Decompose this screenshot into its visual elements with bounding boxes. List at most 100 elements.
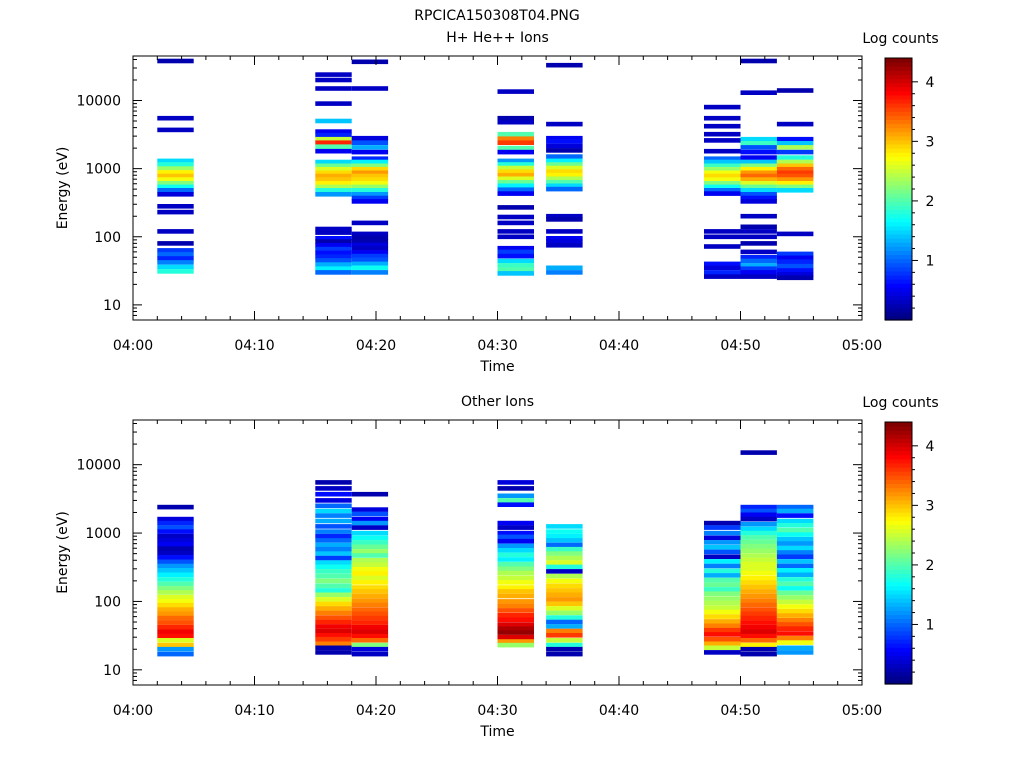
heatmap-cell	[497, 183, 534, 189]
heatmap-cell	[315, 518, 352, 524]
colorbar-segment	[885, 491, 912, 497]
heatmap-cell	[315, 140, 352, 145]
heatmap-cell	[497, 136, 534, 141]
colorbar-segment	[885, 630, 912, 636]
colorbar-segment	[885, 127, 912, 133]
heatmap-cell	[157, 162, 194, 167]
heatmap-cell	[704, 540, 741, 545]
heatmap-cell	[351, 181, 389, 186]
colorbar-segment	[885, 217, 912, 223]
heatmap-cell	[315, 513, 352, 518]
colorbar-segment	[885, 250, 912, 256]
heatmap-cell	[497, 575, 534, 581]
heatmap-cell	[776, 136, 814, 142]
colorbar-segment	[885, 229, 912, 235]
heatmap-cell	[740, 184, 777, 190]
heatmap-cell	[351, 199, 389, 204]
heatmap-cell	[315, 480, 352, 485]
heatmap-cell	[704, 270, 741, 275]
colorbar-segment	[885, 221, 912, 227]
colorbar-segment	[885, 581, 912, 587]
colorbar-segment	[885, 123, 912, 129]
data-column	[776, 504, 814, 655]
heatmap-cell	[315, 529, 352, 534]
heatmap-cell	[740, 192, 777, 197]
heatmap-cell	[776, 188, 814, 193]
heatmap-cell	[351, 261, 389, 267]
heatmap-cell	[315, 619, 352, 625]
colorbar-tick-label: 2	[926, 558, 935, 574]
heatmap-cell	[776, 259, 814, 264]
heatmap-cell	[497, 622, 534, 627]
heatmap-cell	[776, 631, 814, 636]
heatmap-cell	[546, 154, 583, 159]
heatmap-cell	[315, 578, 352, 584]
colorbar-segment	[885, 606, 912, 611]
colorbar-segment	[885, 659, 912, 665]
heatmap-cell	[351, 159, 389, 165]
heatmap-cell	[157, 269, 194, 274]
heatmap-cell	[157, 542, 194, 547]
heatmap-cell	[157, 177, 194, 182]
heatmap-cell	[776, 508, 814, 514]
heatmap-cell	[315, 239, 352, 244]
heatmap-cell	[740, 181, 777, 186]
heatmap-cell	[740, 149, 777, 155]
heatmap-cell	[351, 516, 389, 522]
heatmap-cell	[740, 166, 777, 172]
heatmap-cell	[351, 549, 389, 554]
heatmap-cell	[351, 624, 389, 630]
heatmap-cell	[740, 557, 777, 563]
heatmap-cell	[546, 239, 583, 244]
heatmap-cell	[315, 560, 352, 565]
colorbar-segment	[885, 647, 912, 652]
heatmap-cell	[704, 605, 741, 610]
heatmap-cell	[351, 163, 389, 169]
heatmap-cell	[315, 573, 352, 579]
colorbar-tick-label: 2	[926, 194, 935, 210]
heatmap-cell	[497, 580, 534, 585]
heatmap-cell	[740, 642, 777, 648]
heatmap-cell	[351, 507, 389, 512]
heatmap-cell	[497, 169, 534, 174]
heatmap-cell	[704, 520, 741, 526]
colorbar-segment	[885, 540, 912, 546]
heatmap-cell	[546, 529, 583, 534]
heatmap-cell	[497, 205, 534, 210]
heatmap-cell	[497, 263, 534, 268]
heatmap-cell	[546, 551, 583, 556]
heatmap-cell	[776, 184, 814, 190]
colorbar-segment	[885, 589, 912, 595]
heatmap-cell	[315, 226, 352, 232]
colorbar-segment	[885, 499, 912, 505]
x-tick-label: 04:20	[356, 338, 396, 354]
colorbar-segment	[885, 111, 912, 116]
colorbar-segment	[885, 593, 912, 599]
heatmap-cell	[497, 561, 534, 567]
heatmap-cell	[497, 214, 534, 220]
heatmap-cell	[740, 544, 777, 549]
heatmap-cell	[546, 158, 583, 164]
heatmap-cell	[776, 650, 814, 655]
colorbar-label: Log counts	[862, 31, 938, 47]
data-column	[704, 520, 741, 655]
colorbar-segment	[885, 266, 912, 272]
heatmap-cell	[315, 184, 352, 190]
colorbar-segment	[885, 238, 912, 243]
colorbar-segment	[885, 532, 912, 538]
heatmap-cell	[704, 619, 741, 624]
heatmap-cell	[740, 199, 777, 204]
heatmap-cell	[157, 260, 194, 265]
heatmap-cell	[704, 545, 741, 550]
heatmap-cell	[740, 651, 777, 657]
heatmap-cell	[497, 119, 534, 125]
heatmap-cell	[740, 270, 777, 275]
heatmap-cell	[497, 548, 534, 553]
heatmap-cell	[157, 586, 194, 591]
heatmap-cell	[497, 626, 534, 631]
heatmap-cell	[546, 555, 583, 561]
heatmap-cell	[157, 127, 194, 133]
heatmap-cell	[704, 627, 741, 633]
heatmap-cell	[315, 628, 352, 634]
heatmap-cell	[157, 550, 194, 556]
